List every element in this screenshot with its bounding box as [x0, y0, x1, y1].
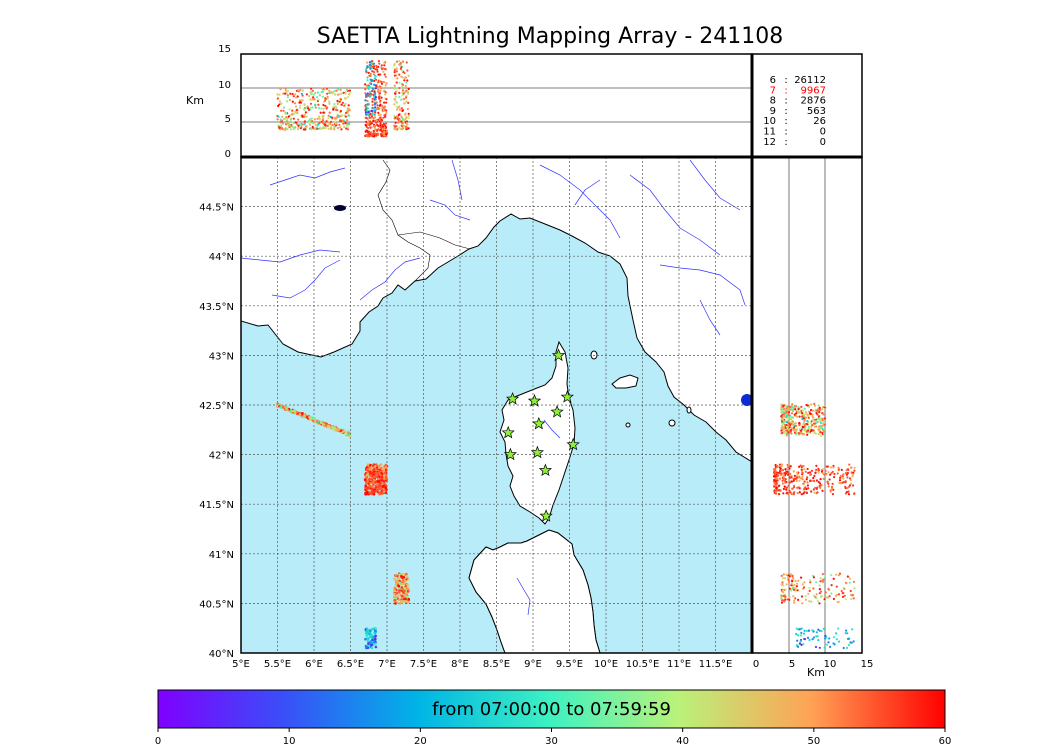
side-tick-5: 5: [789, 659, 795, 670]
altitude-scatter-points: [276, 59, 410, 138]
colorbar-ticks: 0 10 20 30 40 50 60: [155, 728, 952, 747]
side-tick-0: 0: [753, 659, 759, 670]
figure-title: SAETTA Lightning Mapping Array - 241108: [316, 24, 784, 49]
station-count-n: 12: [763, 137, 776, 148]
corsica-island: [499, 340, 576, 525]
alt-tick-10: 10: [218, 80, 231, 91]
colorbar-tick-label: 50: [807, 736, 820, 747]
lon-label: 8°E: [451, 659, 469, 670]
lat-label: 44°N: [209, 252, 234, 263]
colorbar-tick-label: 60: [939, 736, 952, 747]
lat-label: 40.5°N: [199, 599, 234, 610]
station-star-icon: [551, 348, 566, 362]
station-star-icon: [560, 390, 574, 403]
rivers: [241, 159, 746, 616]
station-count-value: 563: [807, 106, 826, 117]
longitude-labels: 5°E 5.5°E 6°E 6.5°E 7°E 7.5°E 8°E 8.5°E 9°E 9.5°E…: [232, 659, 732, 670]
lat-label: 41°N: [209, 550, 234, 561]
lat-label: 41.5°N: [199, 500, 234, 511]
station-count-value: 26: [813, 116, 826, 127]
station-count-n: 6: [770, 75, 776, 86]
lon-label: 7.5°E: [410, 659, 437, 670]
station-count-sep: :: [784, 96, 787, 107]
altitude-axis-label: Km: [186, 94, 204, 107]
lightning-sources: [276, 402, 411, 650]
side-tick-10: 10: [824, 659, 837, 670]
map-panel: 5°E 5.5°E 6°E 6.5°E 7°E 7.5°E 8°E 8.5°E 9°E 9.5°E…: [199, 156, 753, 670]
station-star-icon: [566, 437, 580, 451]
station-count-sep: :: [784, 137, 787, 148]
lon-label: 6°E: [305, 659, 323, 670]
station-count-sep: :: [784, 75, 787, 86]
colorbar: 0 10 20 30 40 50 60: [155, 689, 952, 747]
alt-tick-5: 5: [225, 114, 231, 125]
station-count-sep: :: [784, 116, 787, 127]
station-count-value: 9967: [801, 85, 826, 96]
lon-label: 7°E: [378, 659, 396, 670]
station-star-icon: [532, 416, 546, 430]
colorbar-tick-label: 40: [676, 736, 689, 747]
lon-label: 6.5°E: [337, 659, 364, 670]
altitude-latitude-panel: 0 5 10 15 Km: [241, 54, 873, 679]
station-star-icon: [538, 463, 553, 477]
colorbar-tick-label: 30: [545, 736, 558, 747]
alt-tick-15: 15: [218, 44, 231, 55]
map-geography: [241, 157, 752, 653]
station-star-icon: [539, 509, 553, 522]
lon-label: 8.5°E: [483, 659, 510, 670]
station-count-n: 11: [763, 127, 776, 138]
station-count-n: 8: [770, 96, 776, 107]
station-count-value: 0: [820, 127, 826, 138]
station-count-sep: :: [784, 85, 787, 96]
station-count-sep: :: [784, 106, 787, 117]
station-count-n: 10: [763, 116, 776, 127]
lon-label: 11.5°E: [699, 659, 733, 670]
station-count-value: 0: [820, 137, 826, 148]
station-star-icon: [506, 392, 520, 405]
lon-label: 5°E: [232, 659, 250, 670]
lat-label: 44.5°N: [199, 203, 234, 214]
map-gridlines: [241, 157, 752, 653]
altitude-longitude-panel: Km 0 5 10 15: [186, 44, 753, 160]
station-count-sep: :: [784, 127, 787, 138]
lma-stations: [501, 348, 580, 522]
lon-label: 9°E: [524, 659, 542, 670]
lat-label: 42°N: [209, 451, 234, 462]
station-star-icon: [530, 445, 545, 459]
lon-label: 5.5°E: [264, 659, 291, 670]
station-count-n: 7: [770, 85, 776, 96]
side-axis-label: Km: [807, 666, 825, 679]
side-tick-15: 15: [861, 659, 874, 670]
small-islands: [590, 350, 692, 428]
colorbar-tick-label: 10: [283, 736, 296, 747]
station-star-icon: [501, 425, 515, 439]
lat-label: 40°N: [209, 649, 234, 660]
station-star-icon: [503, 447, 518, 461]
station-count-value: 2876: [801, 96, 826, 107]
sardinia-island: [468, 529, 601, 653]
altitude-lat-scatter-points: [772, 402, 856, 650]
lon-label: 10.5°E: [626, 659, 660, 670]
latitude-labels: 40°N 40.5°N 41°N 41.5°N 42°N 42.5°N 43°N 43.5°N…: [199, 203, 234, 660]
station-star-icon: [527, 394, 542, 407]
station-star-icon: [550, 404, 564, 418]
lon-label: 9.5°E: [556, 659, 583, 670]
station-count-n: 9: [770, 106, 776, 117]
station-count-value: 26112: [794, 75, 826, 86]
lat-label: 42.5°N: [199, 401, 234, 412]
lon-label: 11°E: [667, 659, 691, 670]
lat-label: 43.5°N: [199, 302, 234, 313]
lat-label: 43°N: [209, 351, 234, 362]
lon-label: 10°E: [594, 659, 618, 670]
alt-tick-0: 0: [225, 149, 231, 160]
colorbar-tick-label: 20: [414, 736, 427, 747]
colorbar-tick-label: 0: [155, 736, 161, 747]
